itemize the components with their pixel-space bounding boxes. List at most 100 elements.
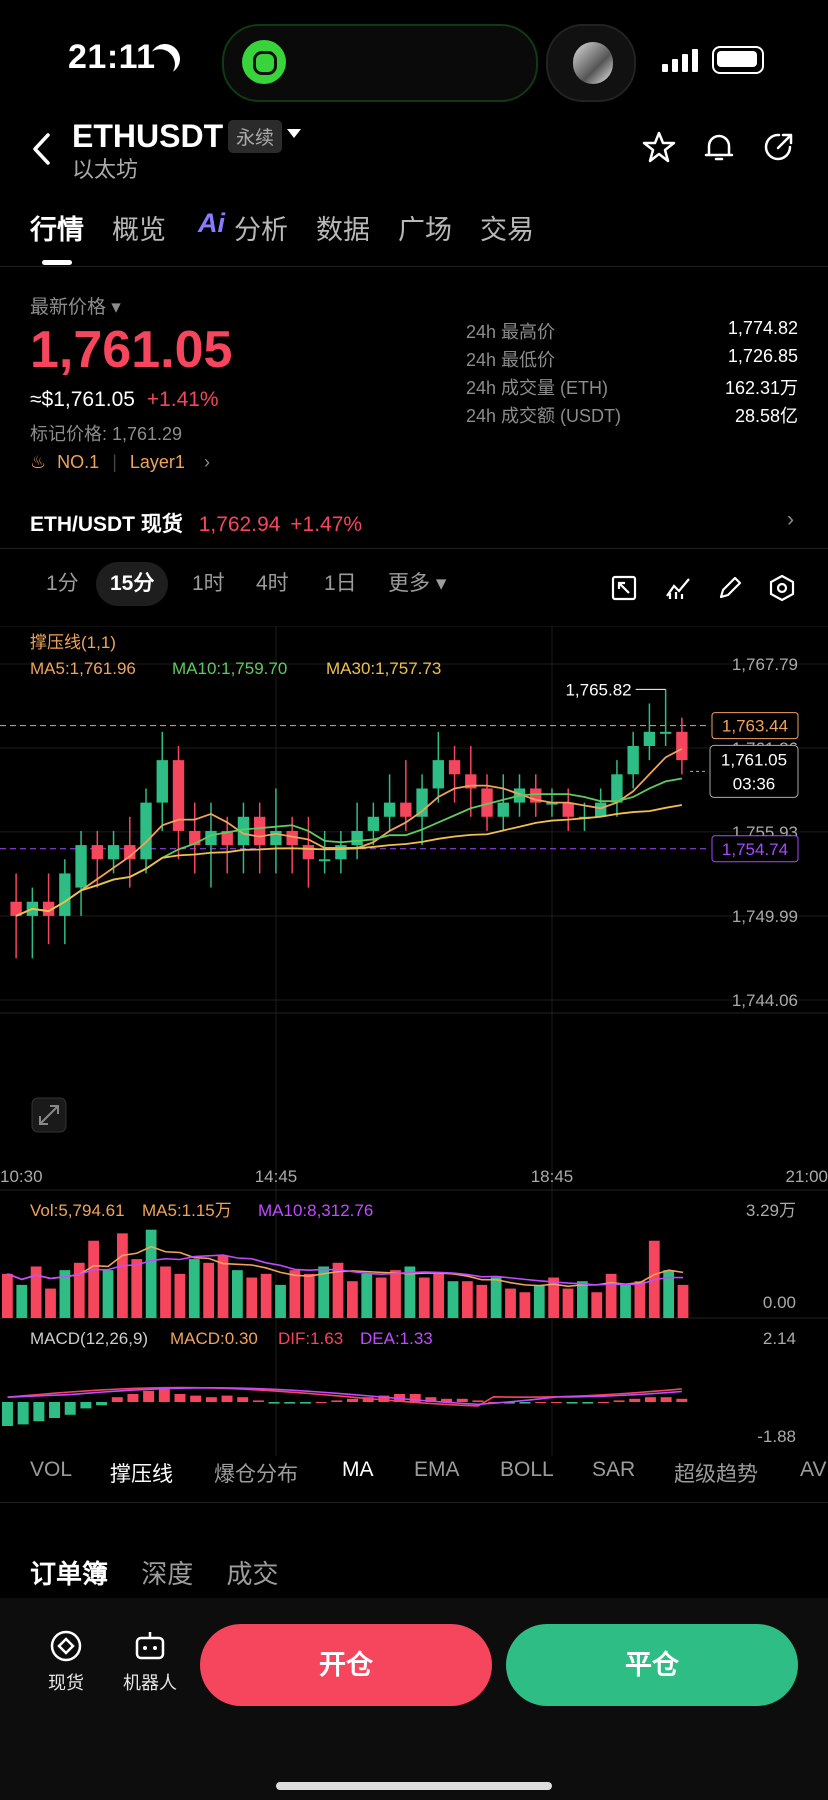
ind-supertrend[interactable]: 超级趋势 <box>674 1463 758 1486</box>
signal-icon <box>662 49 698 72</box>
interval-4h[interactable]: 4时 <box>256 572 289 595</box>
ind-ema[interactable]: EMA <box>414 1458 460 1481</box>
star-icon[interactable] <box>642 130 676 164</box>
spot-row[interactable]: ETH/USDT 现货 1,762.94 +1.47% › <box>30 508 798 538</box>
ind-boll[interactable]: BOLL <box>500 1458 554 1481</box>
rank-row[interactable]: ♨ NO.1 | Layer1 › <box>30 452 210 472</box>
tab-orderbook[interactable]: 订单簿 <box>30 1559 109 1589</box>
price-levels: 1,763.44 1,754.74 1,761.05 03:36 <box>0 712 799 863</box>
volume-ma10-line <box>7 1254 684 1286</box>
stat-value: 28.58亿 <box>734 406 798 426</box>
nav-spot[interactable]: 现货 <box>26 1628 106 1695</box>
ind-ma[interactable]: MA <box>342 1458 374 1481</box>
volume-bar <box>246 1277 258 1318</box>
volume-bar <box>131 1259 143 1318</box>
interval-1d[interactable]: 1日 <box>324 572 357 595</box>
avatar[interactable] <box>546 24 636 102</box>
expand-icon[interactable] <box>31 1097 67 1133</box>
macd-bar <box>613 1400 625 1402</box>
volume-bar <box>663 1270 675 1318</box>
tab-overview[interactable]: 概览 <box>112 215 166 245</box>
macd-bar <box>629 1398 641 1402</box>
tab-depth[interactable]: 深度 <box>141 1559 194 1589</box>
candle <box>221 830 233 846</box>
dropdown-icon[interactable] <box>286 128 302 140</box>
dynamic-island[interactable] <box>222 24 538 102</box>
ind-av[interactable]: AV <box>800 1458 827 1481</box>
countdown-label: 03:36 <box>733 774 776 793</box>
spot-change: +1.47% <box>290 513 363 536</box>
ind-sar[interactable]: SAR <box>592 1458 636 1481</box>
candle <box>416 788 428 817</box>
candle <box>400 802 412 817</box>
header: ETHUSDT 永续 以太坊 <box>0 118 828 188</box>
interval-more[interactable]: 更多 ▾ <box>388 572 447 595</box>
pen-icon[interactable] <box>716 574 744 602</box>
symbol-title[interactable]: ETHUSDT <box>72 118 224 154</box>
volume-bar <box>591 1292 603 1318</box>
volume-bar <box>232 1270 243 1318</box>
tab-analysis[interactable]: 分析 <box>234 215 288 245</box>
volume-bar <box>577 1281 588 1318</box>
ind-vol[interactable]: VOL <box>30 1458 73 1481</box>
close-position-button[interactable]: 平仓 <box>506 1624 798 1706</box>
settings-icon[interactable] <box>768 574 796 602</box>
volume-bar <box>45 1288 56 1318</box>
contract-badge: 永续 <box>228 120 283 153</box>
volume-bar <box>73 1262 85 1318</box>
macd-bar <box>237 1397 249 1402</box>
volume-bar <box>59 1270 71 1318</box>
kline-chart[interactable]: 撑压线(1,1) MA5:1,761.96 MA10:1,759.70 MA30… <box>0 626 828 1456</box>
open-position-button[interactable]: 开仓 <box>200 1624 492 1706</box>
ma30-label: MA30:1,757.73 <box>326 659 441 678</box>
macd-bar <box>331 1400 343 1402</box>
tab-trade[interactable]: 交易 <box>480 215 534 245</box>
interval-1h[interactable]: 1时 <box>192 572 225 595</box>
recording-icon <box>242 40 286 84</box>
candle <box>595 802 607 817</box>
volume-bar <box>217 1255 229 1318</box>
macd-bar <box>676 1398 688 1402</box>
candle <box>75 845 87 888</box>
support-label: 1,754.74 <box>722 840 788 859</box>
divider <box>0 1502 828 1503</box>
indicator-icon[interactable] <box>664 574 692 602</box>
macd-bar <box>425 1397 437 1402</box>
volume-bar <box>548 1277 560 1318</box>
vol-label: Vol:5,794.61 <box>30 1201 125 1220</box>
nav-bot-label: 机器人 <box>123 1673 177 1693</box>
candle <box>189 830 201 846</box>
candle <box>124 845 136 860</box>
tab-square[interactable]: 广场 <box>398 215 452 245</box>
x-tick-label: 18:45 <box>531 1167 574 1186</box>
tab-trades[interactable]: 成交 <box>226 1559 279 1589</box>
back-icon[interactable] <box>30 132 54 166</box>
interval-1m[interactable]: 1分 <box>46 572 79 595</box>
tab-market[interactable]: 行情 <box>30 215 84 245</box>
ind-liquidation[interactable]: 爆仓分布 <box>214 1463 298 1486</box>
interval-15m[interactable]: 15分 <box>96 562 169 606</box>
volume-bar <box>462 1281 473 1318</box>
macd-bar <box>472 1400 484 1402</box>
ind-support-resistance[interactable]: 撑压线 <box>110 1463 173 1486</box>
x-tick-label: 14:45 <box>255 1167 298 1186</box>
macd-min-tick: -1.88 <box>757 1427 796 1446</box>
tab-data[interactable]: 数据 <box>316 215 370 245</box>
candle <box>367 816 380 831</box>
macd-bar <box>221 1395 233 1402</box>
macd-bar <box>158 1389 170 1402</box>
share-icon[interactable] <box>762 130 796 164</box>
macd-bar <box>33 1402 45 1422</box>
y-tick-label: 1,749.99 <box>732 907 798 926</box>
volume-bar <box>476 1284 488 1318</box>
nav-bot[interactable]: 机器人 <box>110 1628 190 1695</box>
volume-bar <box>16 1284 28 1318</box>
ma-lines <box>15 748 683 917</box>
candle <box>107 845 120 860</box>
macd-line <box>7 1386 682 1406</box>
status-time: 21:11 <box>68 38 156 76</box>
candle <box>140 802 152 860</box>
latest-price-label[interactable]: 最新价格 ▾ <box>30 297 121 318</box>
fullscreen-icon[interactable] <box>610 574 638 602</box>
bell-icon[interactable] <box>702 130 736 164</box>
